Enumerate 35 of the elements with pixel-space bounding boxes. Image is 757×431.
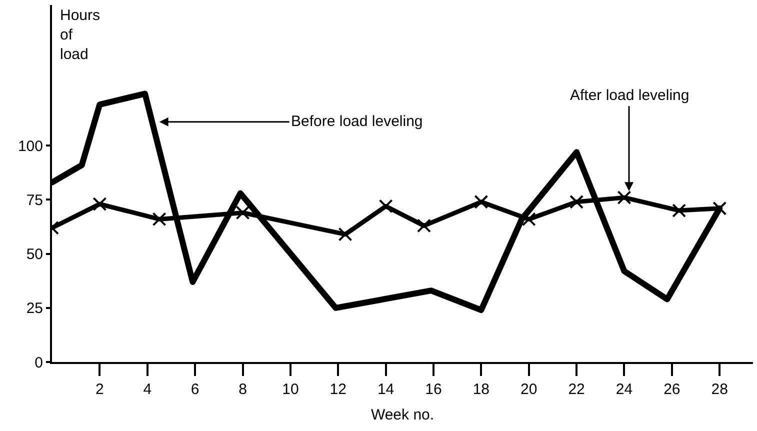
point <box>474 194 488 209</box>
point <box>617 190 632 205</box>
x-tick-label: 14 <box>377 381 394 398</box>
y-tick-label: 50 <box>26 246 43 264</box>
point <box>416 218 431 233</box>
point <box>672 204 686 218</box>
x-tick-label: 28 <box>711 381 728 398</box>
x-tick-label: 16 <box>425 381 442 398</box>
x-tick-label: 20 <box>520 381 538 398</box>
x-tick-label: 26 <box>664 381 680 398</box>
point <box>570 194 584 209</box>
x-tick-label: 4 <box>143 381 152 398</box>
point <box>378 199 393 214</box>
y-tick-label: 100 <box>18 138 43 155</box>
y-tick-label: 75 <box>26 192 43 209</box>
x-axis-title: Week no. <box>370 406 434 424</box>
y-axis-title: Hours of load <box>60 7 100 63</box>
point <box>338 227 352 242</box>
x-tick-label: 2 <box>96 381 104 398</box>
point <box>236 206 250 220</box>
y-tick-label: 0 <box>34 354 43 372</box>
point <box>92 197 107 212</box>
point <box>522 212 536 226</box>
x-tick-label: 12 <box>330 381 346 398</box>
x-tick-label: 24 <box>616 381 633 398</box>
annotation: Before load leveling <box>291 113 423 130</box>
point <box>152 212 166 226</box>
x-tick-label: 6 <box>190 381 200 398</box>
x-tick-label: 22 <box>568 381 585 398</box>
annotation: After load leveling <box>570 87 690 104</box>
x-tick-label: 10 <box>282 381 299 398</box>
x-tick-label: 8 <box>238 381 247 398</box>
x-tick-label: 18 <box>472 381 490 398</box>
y-tick-label: 25 <box>26 300 43 318</box>
point <box>712 201 727 216</box>
